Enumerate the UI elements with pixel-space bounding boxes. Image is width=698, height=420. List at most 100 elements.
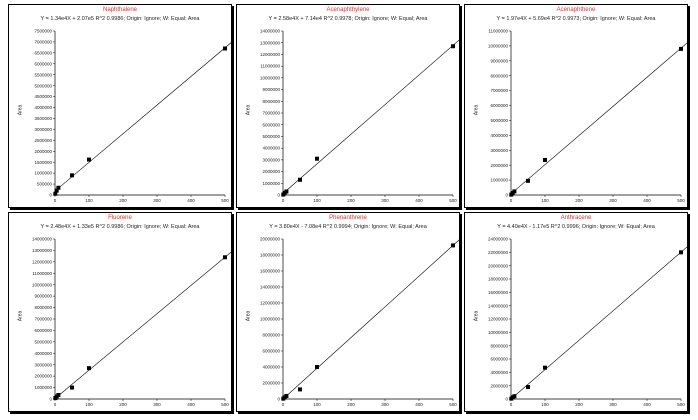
x-tick-label: 400 <box>643 198 651 203</box>
data-point <box>543 365 547 370</box>
chart-title: Phenanthrene <box>329 215 367 221</box>
y-tick-label: 2000000 <box>34 149 52 154</box>
y-tick-label: 6000000 <box>490 357 508 362</box>
y-tick-label: 3000000 <box>34 127 52 132</box>
y-tick-label: 4000000 <box>490 370 508 375</box>
y-tick-label: 5000000 <box>34 339 52 344</box>
calibration-panel-1: Naphthalene Y = 1.34e4X + 2.07e5 R^2 0.9… <box>8 4 233 208</box>
y-tick-label: 12000000 <box>488 317 509 322</box>
y-tick-label: 12000000 <box>260 301 281 306</box>
data-point <box>87 157 91 162</box>
x-tick-label: 400 <box>415 402 423 407</box>
y-tick-label: 4500000 <box>34 94 52 99</box>
chart-title: Anthracene <box>560 215 592 221</box>
x-tick-label: 100 <box>313 198 321 203</box>
data-point <box>53 191 58 196</box>
x-tick-label: 500 <box>677 198 685 203</box>
chart-title: Naphthalene <box>102 7 138 13</box>
x-tick-label: 200 <box>575 402 583 407</box>
regression-equation: Y = 2.58e4X + 7.14e4 R^2 0.9978; Origin:… <box>268 16 428 22</box>
calibration-grid: Naphthalene Y = 1.34e4X + 2.07e5 R^2 0.9… <box>8 4 689 412</box>
data-point <box>526 385 530 389</box>
y-tick-label: 0 <box>49 193 52 198</box>
regression-line <box>282 238 461 400</box>
chart-title: Acenaphthylene <box>326 7 370 13</box>
regression-line <box>510 40 689 195</box>
y-tick-label: 12000000 <box>260 52 281 57</box>
y-tick-label: 6000000 <box>262 349 280 354</box>
y-tick-label: 10000000 <box>488 44 509 49</box>
y-tick-label: 0 <box>277 397 280 402</box>
x-tick-label: 300 <box>153 198 161 203</box>
y-tick-label: 10000000 <box>260 75 281 80</box>
x-tick-label: 500 <box>449 198 457 203</box>
y-tick-label: 11000000 <box>260 64 280 69</box>
y-tick-label: 4000000 <box>262 365 280 370</box>
y-tick-label: 7000000 <box>490 88 508 93</box>
y-tick-label: 14000000 <box>32 237 53 242</box>
y-tick-label: 7000000 <box>34 40 52 45</box>
y-tick-label: 8000000 <box>34 305 52 310</box>
data-point <box>512 189 517 194</box>
y-tick-label: 14000000 <box>488 303 509 308</box>
regression-line <box>54 40 233 192</box>
chart-title: Fluorene <box>108 215 132 221</box>
y-tick-label: 11000000 <box>32 271 52 276</box>
y-tick-label: 6000000 <box>262 122 280 127</box>
data-point <box>223 255 227 260</box>
x-tick-label: 100 <box>85 402 93 407</box>
data-point <box>70 385 74 390</box>
data-point <box>56 393 61 397</box>
x-tick-label: 200 <box>119 198 127 203</box>
x-tick-label: 100 <box>85 198 93 203</box>
x-tick-label: 300 <box>609 198 617 203</box>
y-tick-label: 2000000 <box>262 381 280 386</box>
y-tick-label: 12000000 <box>32 259 53 264</box>
regression-equation: Y = 1.97e4X + 5.69e4 R^2 0.9973; Origin:… <box>496 16 656 22</box>
calibration-panel-2: Acenaphthylene Y = 2.58e4X + 7.14e4 R^2 … <box>236 4 461 208</box>
data-point <box>512 394 517 399</box>
y-tick-label: 4000000 <box>262 146 280 151</box>
data-point <box>56 185 61 190</box>
y-tick-label: 16000000 <box>260 269 281 274</box>
y-tick-label: 6000000 <box>34 61 52 66</box>
x-tick-label: 200 <box>119 402 127 407</box>
regression-equation: Y = 4.40e4X - 1.17e5 R^2 0.9996; Origin:… <box>497 224 655 230</box>
y-tick-label: 8000000 <box>490 343 508 348</box>
calibration-panel-3: Acenaphthene Y = 1.97e4X + 5.69e4 R^2 0.… <box>464 4 689 208</box>
chart-title: Acenaphthene <box>556 7 596 13</box>
x-tick-label: 0 <box>54 402 57 407</box>
y-tick-label: 2500000 <box>34 138 52 143</box>
y-tick-label: 1000000 <box>34 171 52 176</box>
y-tick-label: 24000000 <box>488 237 509 242</box>
data-point <box>526 178 530 183</box>
y-tick-label: 20000000 <box>488 263 509 268</box>
x-tick-label: 400 <box>187 198 195 203</box>
y-tick-label: 7000000 <box>34 317 52 322</box>
chart-svg: 0 500000 1000000 1500000 2000000 2500000 30000… <box>34 29 233 203</box>
y-tick-label: 9000000 <box>262 87 280 92</box>
y-tick-label: 14000000 <box>260 285 281 290</box>
x-tick-label: 0 <box>282 402 285 407</box>
data-point <box>315 365 319 369</box>
data-point <box>451 243 455 248</box>
x-tick-label: 300 <box>381 198 389 203</box>
data-point <box>54 188 59 193</box>
x-tick-label: 200 <box>575 198 583 203</box>
data-point <box>543 157 547 162</box>
y-tick-label: 11000000 <box>488 29 508 34</box>
regression-equation: Y = 2.48e4X + 1.33e5 R^2 0.9986; Origin:… <box>40 224 200 230</box>
x-tick-label: 400 <box>187 402 195 407</box>
y-tick-label: 8000000 <box>490 73 508 78</box>
x-tick-label: 500 <box>677 402 685 407</box>
y-tick-label: 4000000 <box>490 133 508 138</box>
x-tick-label: 100 <box>541 402 549 407</box>
y-tick-label: 7000000 <box>262 111 280 116</box>
y-tick-label: 18000000 <box>260 253 281 258</box>
y-tick-label: 0 <box>277 193 280 198</box>
data-point <box>284 393 289 398</box>
x-tick-label: 400 <box>643 402 651 407</box>
y-tick-label: 3000000 <box>34 362 52 367</box>
calibration-panel-6: Anthracene Y = 4.40e4X - 1.17e5 R^2 0.99… <box>464 212 689 412</box>
data-point <box>298 177 302 182</box>
